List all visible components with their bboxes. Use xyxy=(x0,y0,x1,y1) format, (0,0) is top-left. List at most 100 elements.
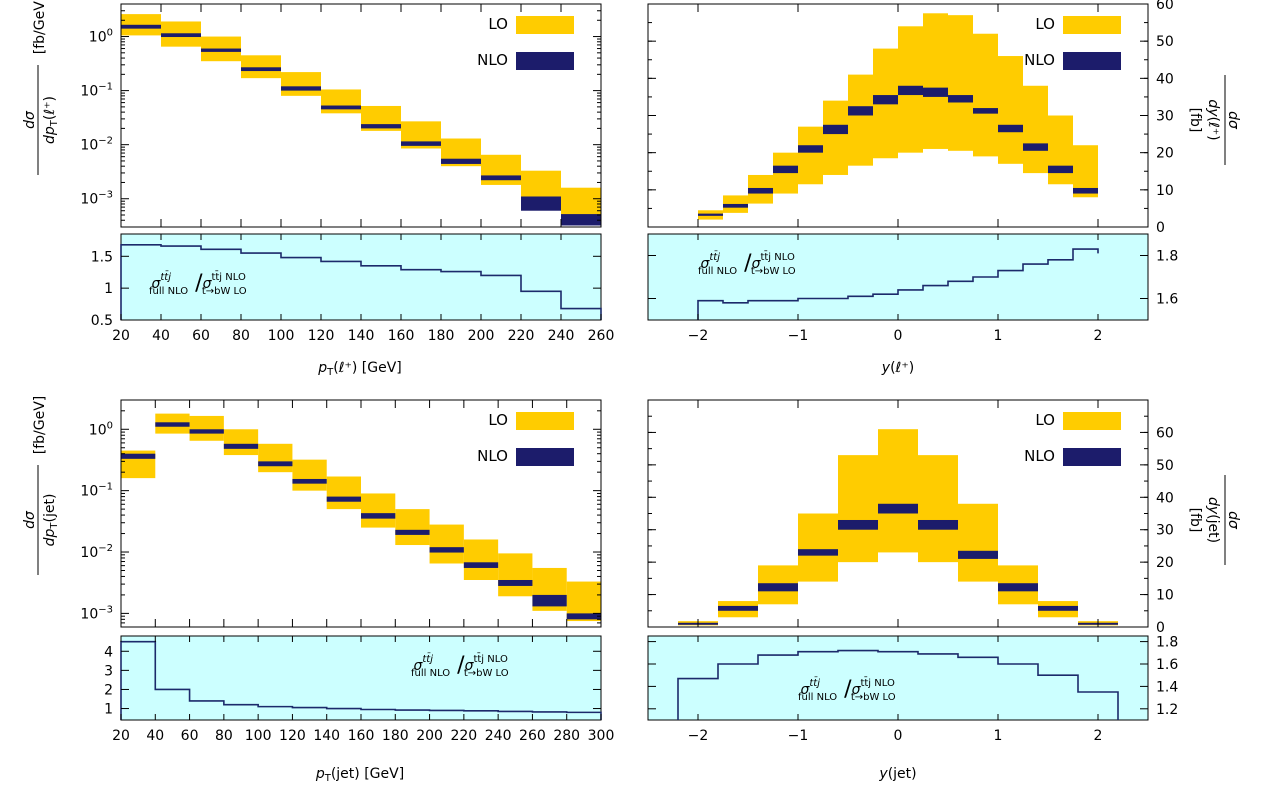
nlo-band-bin xyxy=(258,461,293,467)
bands xyxy=(678,429,1118,626)
nlo-band-bin xyxy=(758,583,798,592)
lo-band-bin xyxy=(838,455,878,563)
svg-text:dσ: dσ xyxy=(22,510,38,529)
y-tick-label: 10−3 xyxy=(80,604,113,622)
lo-band-bin xyxy=(798,126,823,185)
nlo-band-bin xyxy=(873,95,898,105)
nlo-band-bin xyxy=(823,124,848,135)
lo-band-bin xyxy=(481,154,521,185)
bands xyxy=(121,413,601,622)
legend-nlo-swatch xyxy=(516,52,574,70)
y-tick-label: 100 xyxy=(89,420,113,438)
nlo-band-bin xyxy=(798,549,838,556)
lo-band-bin xyxy=(878,429,918,553)
x-title-y-lepton: y(ℓ⁺) xyxy=(881,360,914,376)
nlo-band-bin xyxy=(838,519,878,530)
y-tick-label: 10−3 xyxy=(80,190,113,208)
legend-lo-swatch xyxy=(1063,16,1121,34)
x-tick-label: 180 xyxy=(428,328,455,344)
lo-band-bin xyxy=(258,443,293,473)
nlo-band-bin xyxy=(698,213,723,216)
ratio-label: σtt̄j full NLO /σtt̄j NLO t→bW LO xyxy=(798,676,896,703)
nlo-band-bin xyxy=(498,579,533,586)
ratio-line xyxy=(120,244,602,320)
lo-band-bin xyxy=(189,415,224,441)
y-tick-label: 0 xyxy=(1156,620,1165,636)
x-tick-label: 180 xyxy=(382,728,409,744)
nlo-band-bin xyxy=(718,605,758,611)
nlo-band-bin xyxy=(561,214,601,226)
ratio-y-tick-label: 3 xyxy=(104,663,113,679)
nlo-band-bin xyxy=(441,158,481,164)
x-tick-label: 40 xyxy=(146,728,164,744)
lo-band-bin xyxy=(241,55,281,79)
lo-band-bin xyxy=(1023,85,1048,174)
ratio-line xyxy=(120,640,602,720)
legend-nlo-label: NLO xyxy=(477,447,508,465)
ratio-frame xyxy=(120,635,602,721)
nlo-band-bin xyxy=(773,165,798,174)
ratio-y-tick-label: 1.8 xyxy=(1156,249,1178,265)
lo-band-bin xyxy=(998,56,1023,164)
ratio-label: σtt̄j full NLO /σtt̄j NLO t→bW LO xyxy=(411,652,509,679)
x-tick-label: 260 xyxy=(588,328,615,344)
nlo-band-bin xyxy=(401,141,441,146)
lo-band-bin xyxy=(321,89,361,114)
ratio-y-tick-label: 1 xyxy=(104,702,113,718)
nlo-band-bin xyxy=(223,443,259,449)
nlo-band-bin xyxy=(155,422,190,427)
ratio-y-tick-label: 2 xyxy=(104,682,113,698)
y-tick-label: 10−1 xyxy=(80,82,113,100)
legend-lo-swatch xyxy=(516,412,574,430)
x-title-pt-jet: pT(jet) [GeV] xyxy=(315,766,404,784)
legend-lo-label: LO xyxy=(1035,411,1055,429)
nlo-band-bin xyxy=(958,550,998,559)
x-title-y-jet: y(jet) xyxy=(878,766,916,782)
x-tick-label: 280 xyxy=(553,728,580,744)
y-title-y-jet: dσ dy(jet) [fb] xyxy=(1187,475,1241,565)
x-tick-label: −2 xyxy=(688,328,709,344)
y-tick-label: 10 xyxy=(1156,183,1174,199)
ratio-y-tick-label: 1 xyxy=(104,281,113,297)
nlo-band-bin xyxy=(566,613,601,620)
lo-band-bin xyxy=(521,170,561,202)
lo-band-bin xyxy=(395,509,430,546)
y-tick-label: 60 xyxy=(1156,0,1174,13)
y-title-pt-lepton: dσ dpT(ℓ⁺) [fb/GeV] xyxy=(22,0,60,175)
nlo-band-bin xyxy=(241,67,281,72)
legend-nlo-label: NLO xyxy=(1024,447,1055,465)
x-tick-label: 2 xyxy=(1094,728,1103,744)
y-tick-label: 0 xyxy=(1156,220,1165,236)
y-tick-label: 100 xyxy=(89,28,113,46)
x-tick-label: 160 xyxy=(348,728,375,744)
lo-band-bin xyxy=(326,476,361,510)
nlo-band-bin xyxy=(923,87,948,97)
nlo-band-bin xyxy=(1048,165,1073,174)
lo-band-bin xyxy=(823,100,848,175)
y-tick-label: 20 xyxy=(1156,555,1174,571)
lo-band-bin xyxy=(281,72,321,96)
legend-lo-label: LO xyxy=(1035,15,1055,33)
ratio-y-tick-label: 0.5 xyxy=(91,313,113,329)
nlo-band-bin xyxy=(898,85,923,96)
x-tick-label: 200 xyxy=(468,328,495,344)
chart-y-jet: 0 10 20 30 40 50 60 LO NLO 1.8 1.6 1.4 1.2 −2 −1 0 1 2 σtt… xyxy=(647,399,1178,744)
nlo-band-bin xyxy=(201,48,241,52)
legend-lo-label: LO xyxy=(488,411,508,429)
x-tick-label: 100 xyxy=(245,728,272,744)
lo-band-bin xyxy=(223,429,259,456)
lo-band-bin xyxy=(848,74,873,166)
x-tick-label: 120 xyxy=(279,728,306,744)
legend-nlo-label: NLO xyxy=(1024,51,1055,69)
x-tick-label: 200 xyxy=(416,728,443,744)
nlo-band-bin xyxy=(326,496,361,502)
nlo-band-bin xyxy=(292,478,327,484)
nlo-band-bin xyxy=(361,124,401,129)
svg-text:dy(jet): dy(jet) xyxy=(1205,497,1221,543)
bands xyxy=(121,14,601,226)
ratio-y-tick-label: 1.2 xyxy=(1156,702,1178,718)
x-tick-label: 220 xyxy=(508,328,535,344)
